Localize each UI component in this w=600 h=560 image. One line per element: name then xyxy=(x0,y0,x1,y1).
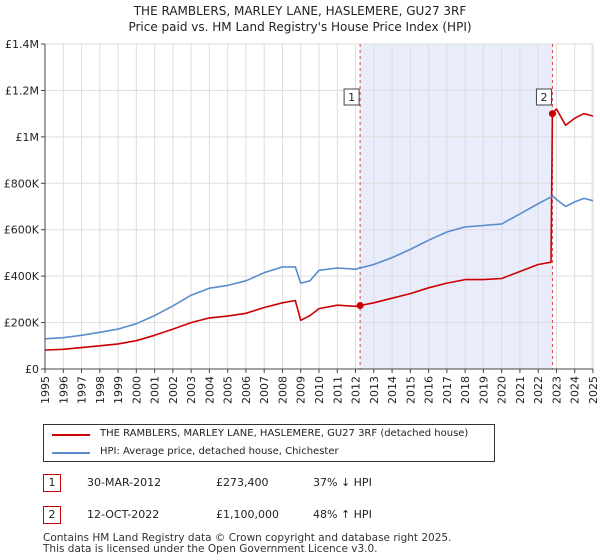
sale-date: 12-OCT-2022 xyxy=(87,508,160,521)
y-tick-label: £600K xyxy=(4,224,40,237)
y-tick-label: £0 xyxy=(25,363,39,376)
x-tick-label: 2021 xyxy=(514,376,527,404)
x-tick-label: 1999 xyxy=(112,376,125,404)
y-tick-label: £800K xyxy=(4,177,40,190)
sale-price: £1,100,000 xyxy=(216,508,279,521)
y-tick-label: £200K xyxy=(4,317,40,330)
x-tick-label: 2008 xyxy=(276,376,289,404)
legend-swatch-hpi xyxy=(52,452,90,454)
x-tick-label: 2004 xyxy=(203,376,216,404)
sale-price: £273,400 xyxy=(216,476,269,489)
sale-date: 30-MAR-2012 xyxy=(87,476,162,489)
legend-swatch-property xyxy=(52,434,90,436)
future-area xyxy=(591,44,593,369)
x-tick-label: 2001 xyxy=(149,376,162,404)
sale-hpi-diff: 48% ↑ HPI xyxy=(313,508,372,521)
legend-item-property: THE RAMBLERS, MARLEY LANE, HASLEMERE, GU… xyxy=(44,426,494,444)
y-tick-label: £400K xyxy=(4,270,40,283)
sale-point xyxy=(548,110,556,118)
x-tick-label: 2022 xyxy=(532,376,545,404)
sale-row-2: 2 12-OCT-2022 £1,100,000 48% ↑ HPI xyxy=(43,506,563,526)
chart-title: THE RAMBLERS, MARLEY LANE, HASLEMERE, GU… xyxy=(133,4,467,18)
x-tick-label: 2010 xyxy=(313,376,326,404)
x-tick-label: 2007 xyxy=(258,376,271,404)
x-tick-label: 2006 xyxy=(240,376,253,404)
footer-licence: This data is licensed under the Open Gov… xyxy=(43,543,378,555)
legend-label-property: THE RAMBLERS, MARLEY LANE, HASLEMERE, GU… xyxy=(100,428,469,439)
x-tick-label: 2015 xyxy=(404,376,417,404)
x-tick-label: 2013 xyxy=(368,376,381,404)
sale-row-1: 1 30-MAR-2012 £273,400 37% ↓ HPI xyxy=(43,474,563,494)
x-tick-label: 2024 xyxy=(569,376,582,404)
x-tick-label: 2009 xyxy=(295,376,308,404)
shaded-range xyxy=(360,44,553,369)
x-tick-label: 2018 xyxy=(459,376,472,404)
sale-badge: 2 xyxy=(43,506,61,524)
y-tick-label: £1.4M xyxy=(5,38,39,51)
x-tick-label: 2003 xyxy=(185,376,198,404)
x-tick-label: 2016 xyxy=(423,376,436,404)
legend-label-hpi: HPI: Average price, detached house, Chic… xyxy=(100,446,339,457)
x-tick-label: 2023 xyxy=(550,376,563,404)
x-tick-label: 2000 xyxy=(130,376,143,404)
property-price-line xyxy=(44,108,594,351)
x-tick-label: 1997 xyxy=(76,376,89,404)
y-tick-label: £1.2M xyxy=(5,84,39,97)
x-tick-label: 2019 xyxy=(477,376,490,404)
x-tick-label: 2011 xyxy=(331,376,344,404)
x-tick-label: 2020 xyxy=(496,376,509,404)
x-tick-label: 2017 xyxy=(441,376,454,404)
x-tick-label: 1998 xyxy=(94,376,107,404)
hpi-line xyxy=(44,195,594,340)
footer-copyright: Contains HM Land Registry data © Crown c… xyxy=(43,532,452,544)
y-tick-label: £1M xyxy=(16,131,40,144)
chart-subtitle: Price paid vs. HM Land Registry's House … xyxy=(128,20,472,34)
annotation-label: 2 xyxy=(540,91,547,104)
sale-badge: 1 xyxy=(43,474,61,492)
x-tick-label: 1996 xyxy=(57,376,70,404)
annotation-label: 1 xyxy=(348,91,355,104)
sale-point xyxy=(356,302,364,310)
x-tick-label: 2005 xyxy=(222,376,235,404)
annotation-box xyxy=(343,88,360,106)
x-tick-label: 2002 xyxy=(167,376,180,404)
legend-item-hpi: HPI: Average price, detached house, Chic… xyxy=(44,444,494,462)
x-tick-label: 2025 xyxy=(587,376,600,404)
annotation-box xyxy=(535,88,552,106)
price-chart: 1 2 £0 £200K £400K £600K £800K £1M £1.2M £1.4M 199… xyxy=(4,38,600,404)
x-tick-label: 1995 xyxy=(39,376,52,404)
sale-hpi-diff: 37% ↓ HPI xyxy=(313,476,372,489)
x-tick-label: 2014 xyxy=(386,376,399,404)
legend: THE RAMBLERS, MARLEY LANE, HASLEMERE, GU… xyxy=(43,424,495,462)
x-tick-label: 2012 xyxy=(350,376,363,404)
